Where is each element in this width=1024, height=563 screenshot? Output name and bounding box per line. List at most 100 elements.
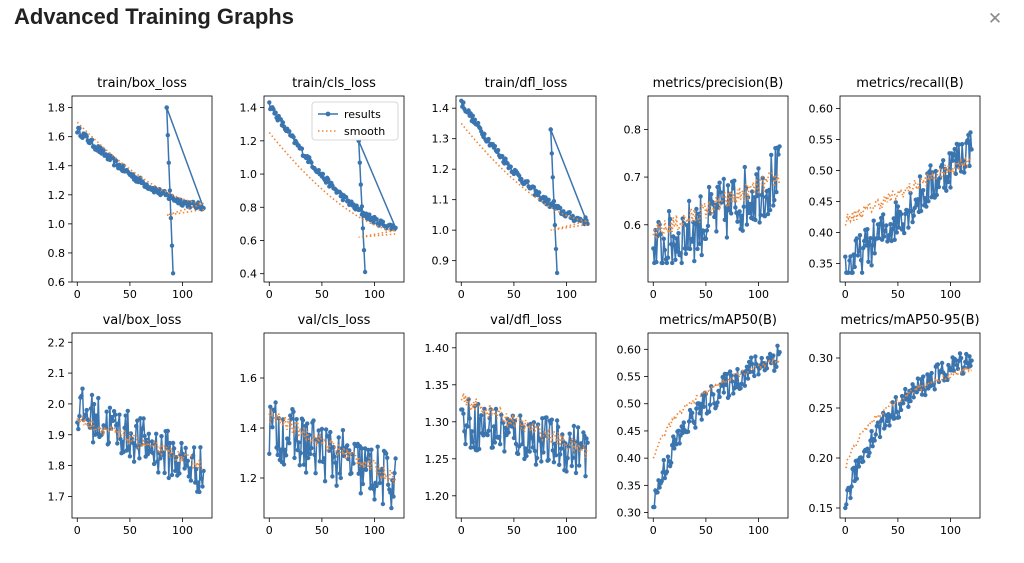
- data-point: [765, 211, 771, 217]
- data-point: [482, 131, 487, 137]
- data-point: [161, 453, 166, 458]
- x-tick-label: 50: [315, 524, 329, 537]
- data-point: [333, 460, 338, 465]
- data-point: [326, 177, 331, 182]
- data-point: [555, 424, 561, 430]
- data-point: [681, 420, 686, 425]
- legend-results-label: results: [344, 108, 381, 121]
- data-point: [870, 243, 875, 248]
- data-point: [309, 160, 314, 165]
- data-point: [278, 117, 283, 122]
- data-point: [906, 404, 911, 409]
- axes-frame: [71, 332, 213, 519]
- data-point: [891, 216, 896, 221]
- data-point: [690, 410, 695, 416]
- y-tick-label: 1.1: [432, 194, 450, 207]
- data-point: [134, 423, 139, 429]
- data-point: [692, 420, 697, 426]
- x-tick-label: 0: [266, 288, 273, 301]
- data-point: [520, 441, 525, 447]
- y-tick-label: 0.50: [809, 164, 834, 177]
- data-point: [366, 447, 371, 453]
- data-point: [928, 163, 933, 168]
- data-point: [104, 409, 109, 414]
- data-point: [307, 155, 312, 160]
- data-point: [676, 231, 681, 236]
- data-point: [125, 408, 130, 414]
- data-point: [758, 212, 763, 218]
- y-tick-label: 0.35: [809, 257, 834, 270]
- data-point: [697, 411, 702, 416]
- series-smooth: [652, 171, 781, 240]
- data-point: [574, 439, 580, 445]
- y-tick-label: 1.2: [48, 189, 66, 202]
- data-point: [750, 361, 755, 367]
- chart-title: metrics/recall(B): [856, 76, 963, 91]
- data-point: [865, 446, 870, 451]
- data-point: [844, 502, 849, 507]
- y-tick-label: 1.20: [425, 490, 450, 503]
- data-point: [945, 174, 950, 180]
- data-point: [577, 463, 582, 468]
- page-title: Advanced Training Graphs: [14, 4, 294, 29]
- axes-frame: [647, 332, 789, 519]
- data-point: [539, 459, 544, 464]
- data-point: [369, 447, 374, 452]
- data-point: [498, 442, 503, 447]
- data-point: [391, 494, 396, 499]
- data-point: [548, 127, 553, 132]
- data-point: [393, 225, 398, 230]
- data-point: [692, 258, 697, 264]
- data-point: [857, 233, 863, 238]
- data-point: [877, 434, 883, 440]
- chart-panel: train/dfl_loss 0 50 100 0.9 1.0 1.1 1.2 1.3 1.4: [432, 76, 597, 301]
- data-point: [113, 412, 118, 417]
- data-point: [698, 401, 703, 407]
- data-point: [911, 395, 916, 400]
- data-point: [289, 416, 294, 421]
- data-point: [915, 197, 921, 202]
- data-point: [509, 424, 514, 429]
- data-point: [365, 456, 370, 462]
- data-point: [944, 188, 949, 193]
- data-point: [351, 461, 356, 466]
- data-point: [478, 416, 483, 421]
- data-point: [336, 435, 341, 440]
- data-point: [312, 452, 317, 457]
- data-point: [717, 394, 722, 400]
- data-point: [921, 374, 926, 379]
- data-point: [525, 179, 530, 184]
- data-point: [869, 429, 874, 434]
- data-point: [84, 407, 89, 413]
- data-point: [890, 226, 895, 232]
- data-point: [878, 215, 884, 221]
- data-point: [732, 178, 737, 183]
- close-button[interactable]: ✕: [984, 8, 1006, 30]
- data-point: [868, 236, 873, 241]
- data-point: [320, 171, 326, 177]
- data-point: [338, 475, 343, 481]
- x-tick-label: 100: [940, 524, 961, 537]
- data-point: [463, 441, 468, 447]
- y-tick-label: 0.55: [617, 371, 642, 384]
- data-point: [936, 184, 942, 190]
- data-point: [914, 203, 919, 208]
- data-point: [307, 432, 312, 438]
- chart-title: metrics/precision(B): [653, 76, 784, 91]
- series-smooth: [845, 364, 973, 469]
- y-tick-label: 1.8: [48, 102, 66, 115]
- data-point: [847, 258, 852, 263]
- data-point: [156, 470, 161, 475]
- data-point: [380, 501, 386, 507]
- data-point: [300, 418, 306, 423]
- data-point: [326, 433, 331, 439]
- data-point: [534, 455, 540, 461]
- data-point: [167, 188, 173, 193]
- data-point: [901, 401, 906, 406]
- y-tick-label: 1.2: [432, 163, 450, 176]
- data-point: [918, 208, 924, 214]
- data-point: [872, 438, 877, 443]
- y-tick-label: 0.35: [617, 479, 642, 492]
- data-point: [740, 228, 745, 233]
- data-point: [359, 204, 365, 209]
